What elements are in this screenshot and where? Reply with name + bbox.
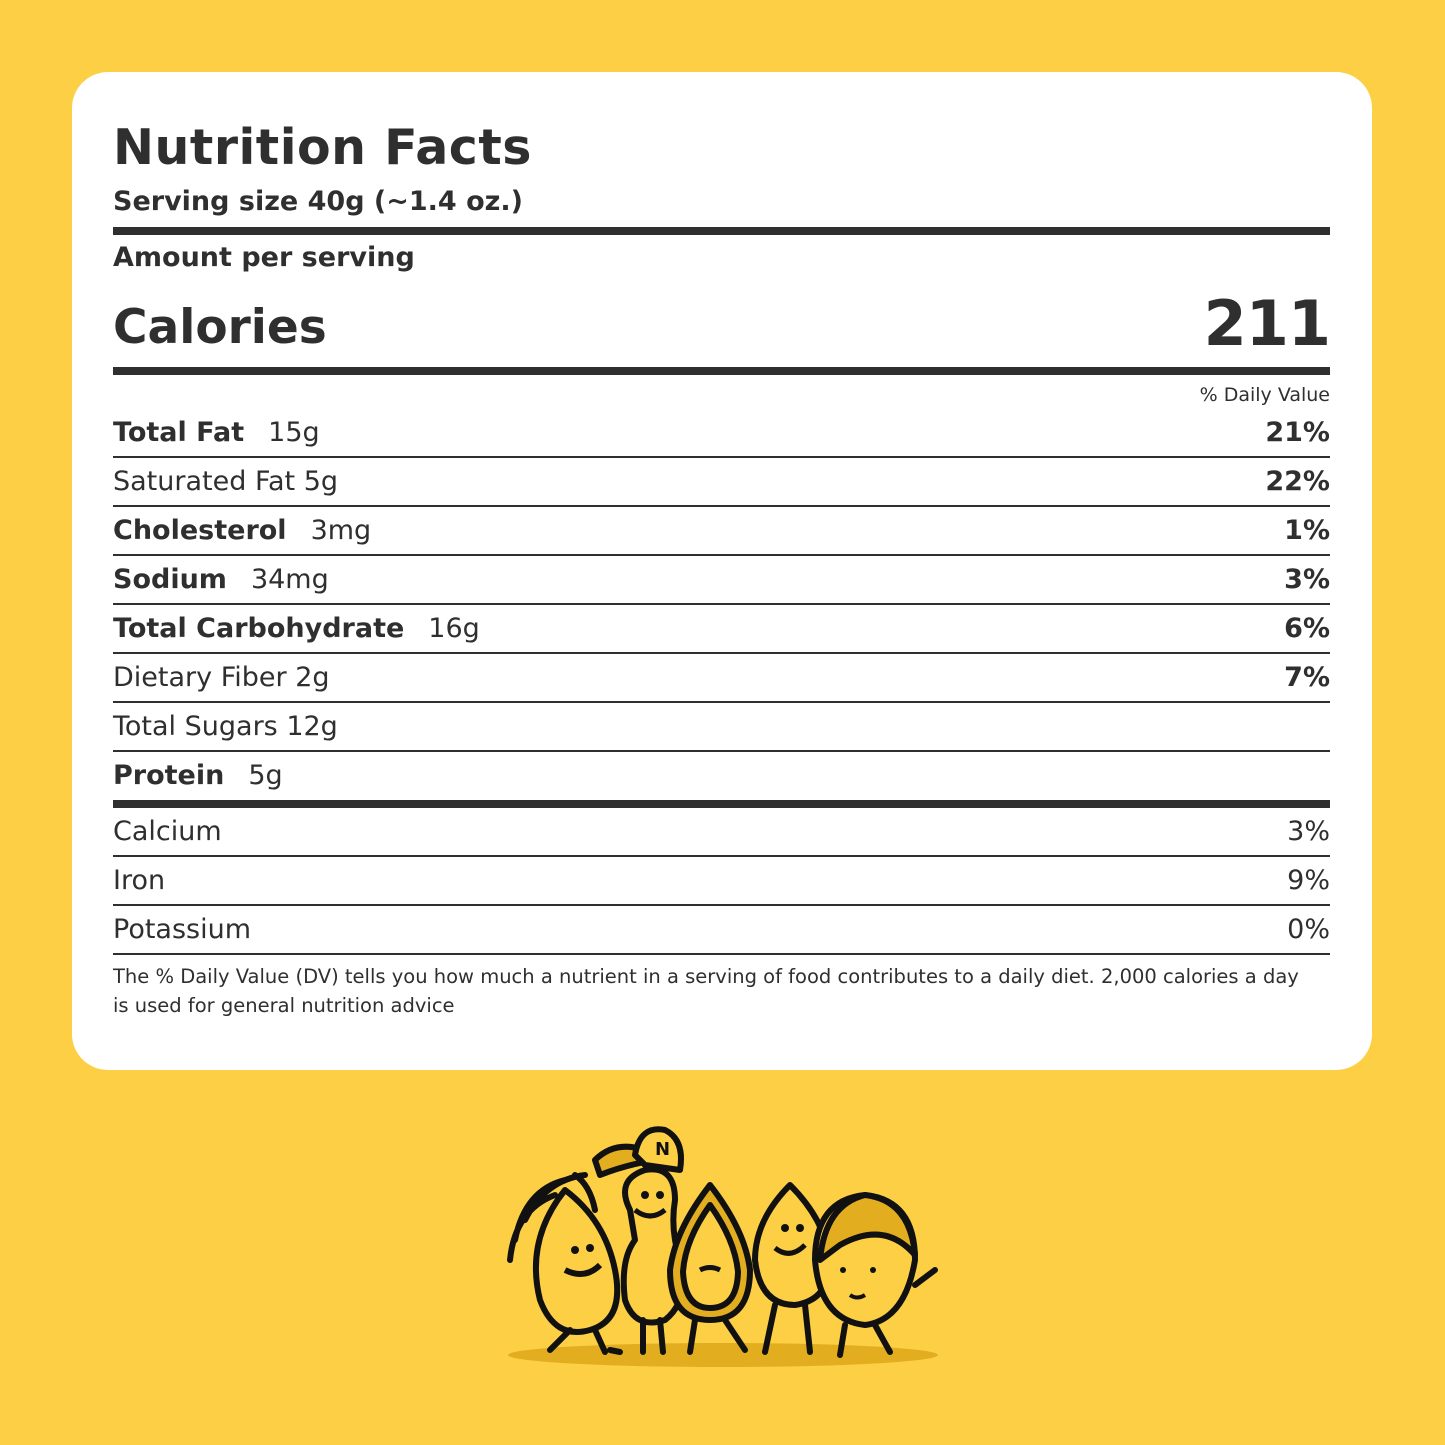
daily-value-header: % Daily Value [1199, 384, 1330, 406]
svg-text:N: N [655, 1139, 670, 1160]
nutrient-amount: 5g [248, 760, 283, 791]
cap [632, 1126, 684, 1173]
nut-mascots-illustration: N [507, 1126, 938, 1367]
nutrient-row: Total Sugars 12g [113, 703, 1330, 752]
divider-thick [113, 227, 1330, 235]
nutrient-daily-value: 6% [1284, 613, 1330, 644]
mascot-almond [532, 1187, 621, 1335]
mineral-daily-value: 9% [1287, 865, 1330, 896]
nutrient-daily-value: 22% [1265, 466, 1330, 497]
mineral-name: Potassium [113, 914, 252, 945]
nutrient-daily-value: 3% [1284, 564, 1330, 595]
nutrition-card [72, 72, 1372, 1070]
nutrient-name: Total Sugars 12g [113, 711, 338, 742]
nutrient-list: Total Fat 15g 21% Saturated Fat 5g 22% Choles… [113, 409, 1330, 799]
amount-per-serving: Amount per serving [113, 242, 415, 273]
nutrient-row: Saturated Fat 5g 22% [113, 458, 1330, 507]
nutrient-row: Cholesterol 3mg 1% [113, 507, 1330, 556]
nutrient-label: Cholesterol 3mg [113, 515, 371, 546]
mineral-row: Potassium 0% [113, 906, 1330, 955]
nutrient-daily-value: 21% [1265, 417, 1330, 448]
divider-thick [113, 367, 1330, 375]
nutrient-name: Sodium [113, 564, 227, 595]
serving-size: Serving size 40g (~1.4 oz.) [113, 186, 523, 217]
ground-shadow [508, 1343, 938, 1367]
nutrient-label: Total Carbohydrate 16g [113, 613, 480, 644]
nutrient-amount: 3mg [310, 515, 372, 546]
nutrient-label: Saturated Fat 5g [113, 466, 338, 497]
nutrient-amount: 15g [268, 417, 320, 448]
nutrition-title: Nutrition Facts [113, 119, 532, 176]
nutrient-name: Cholesterol [113, 515, 287, 546]
footnote: The % Daily Value (DV) tells you how muc… [113, 965, 1299, 1017]
nutrient-daily-value: 1% [1284, 515, 1330, 546]
nutrient-label: Total Sugars 12g [113, 711, 338, 742]
nutrient-name: Dietary Fiber 2g [113, 662, 330, 693]
nutrient-amount: 16g [428, 613, 480, 644]
mineral-daily-value: 0% [1287, 914, 1330, 945]
nutrient-name: Saturated Fat 5g [113, 466, 339, 497]
divider-thick [113, 800, 1330, 808]
mineral-list: Calcium 3% Iron 9% Potassium 0% [113, 808, 1330, 955]
nutrient-row: Total Carbohydrate 16g 6% [113, 605, 1330, 654]
mineral-name: Calcium [113, 816, 222, 847]
nutrient-label: Total Fat 15g [113, 417, 320, 448]
nutrient-name: Total Fat [113, 417, 245, 448]
nutrient-name: Total Carbohydrate [113, 613, 405, 644]
mineral-daily-value: 3% [1287, 816, 1330, 847]
nutrient-row: Protein 5g [113, 752, 1330, 799]
mineral-name: Iron [113, 865, 166, 896]
calories-value: 211 [1203, 287, 1331, 360]
mineral-row: Calcium 3% [113, 808, 1330, 857]
calories-label: Calories [113, 300, 327, 355]
nutrient-label: Sodium 34mg [113, 564, 329, 595]
nutrient-amount: 34mg [250, 564, 329, 595]
nutrient-row: Dietary Fiber 2g 7% [113, 654, 1330, 703]
nutrient-row: Sodium 34mg 3% [113, 556, 1330, 605]
nutrient-label: Protein 5g [113, 760, 283, 791]
nutrient-label: Dietary Fiber 2g [113, 662, 330, 693]
nutrient-row: Total Fat 15g 21% [113, 409, 1330, 458]
nutrient-name: Protein [113, 760, 225, 791]
nutrient-daily-value: 7% [1284, 662, 1330, 693]
mineral-row: Iron 9% [113, 857, 1330, 906]
